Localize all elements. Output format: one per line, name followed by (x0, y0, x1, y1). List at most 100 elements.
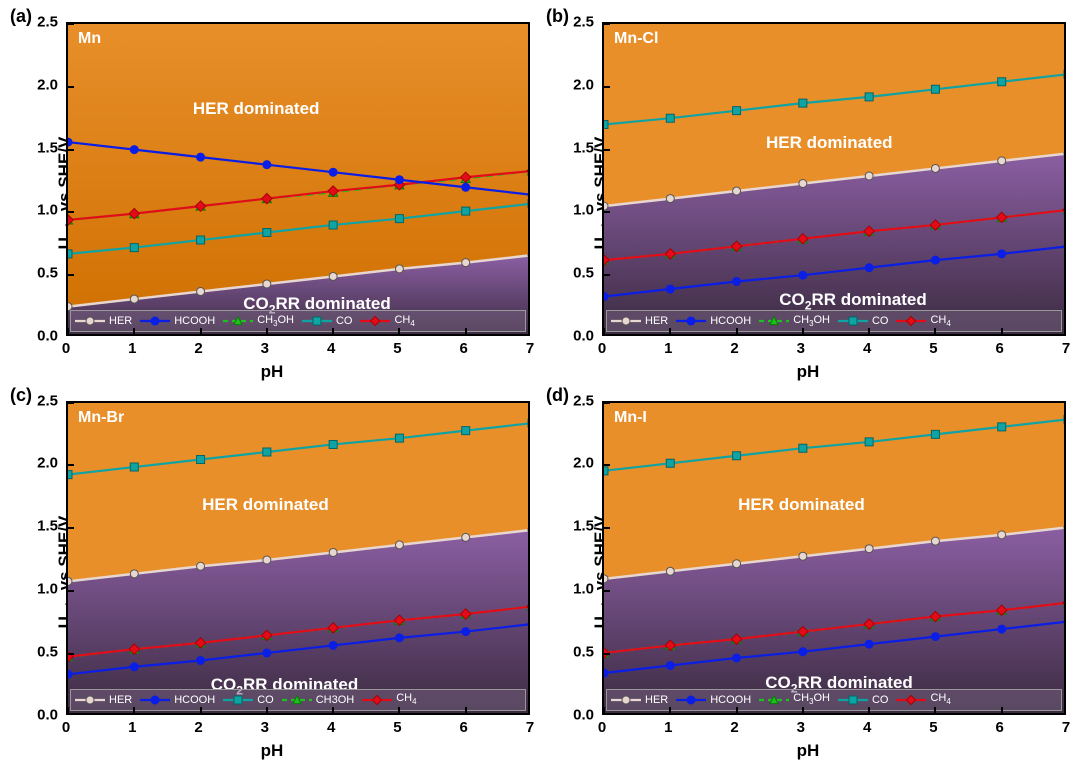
material-label: Mn (78, 30, 101, 48)
legend-label-CH3OH: CH3OH (793, 314, 830, 328)
legend-label-HCOOH: HCOOH (710, 315, 751, 327)
series-marker-CO (462, 426, 470, 434)
xtick-label: 4 (863, 340, 871, 357)
series-marker-HCOOH (197, 656, 205, 664)
xtick-mark (934, 328, 936, 334)
series-marker-CO (329, 221, 337, 229)
xticks: 01234567 (602, 717, 1066, 761)
xtick-label: 4 (327, 719, 335, 736)
series-marker-HCOOH (604, 669, 608, 677)
series-marker-HCOOH (733, 653, 741, 661)
ytick-label: 2.5 (573, 14, 594, 31)
xtick-mark (200, 707, 202, 713)
legend-item-HER: HER (611, 314, 668, 328)
series-marker-HCOOH (604, 293, 608, 301)
xtick-label: 7 (1062, 719, 1070, 736)
xtick-label: 0 (62, 719, 70, 736)
material-label: Mn-Cl (614, 30, 658, 48)
series-marker-HCOOH (395, 633, 403, 641)
series-marker-HCOOH (329, 168, 337, 176)
legend-item-CH3OH: CH3OH (759, 314, 830, 328)
ytick-mark (68, 653, 74, 655)
xtick-label: 6 (460, 340, 468, 357)
series-marker-CO (68, 250, 72, 258)
ytick-label: 2.5 (573, 392, 594, 409)
xtick-label: 1 (664, 719, 672, 736)
yticks: 0.00.51.01.52.02.5 (4, 22, 64, 336)
ytick-label: 1.5 (573, 139, 594, 156)
series-marker-CO (197, 455, 205, 463)
ytick-mark (68, 274, 74, 276)
series-marker-CO (130, 244, 138, 252)
ytick-label: 2.5 (37, 14, 58, 31)
ytick-label: 2.0 (573, 76, 594, 93)
legend-label-HCOOH: HCOOH (710, 694, 751, 706)
xtick-label: 5 (393, 719, 401, 736)
ytick-label: 1.0 (37, 580, 58, 597)
series-marker-HCOOH (998, 250, 1006, 258)
series-marker-CO (998, 78, 1006, 86)
ytick-label: 0.0 (37, 706, 58, 723)
series-marker-CO (462, 207, 470, 215)
series-marker-HER (865, 544, 873, 552)
ytick-mark (68, 149, 74, 151)
series-marker-HER (865, 172, 873, 180)
series-marker-CO (931, 430, 939, 438)
ytick-mark (604, 23, 610, 25)
series-marker-HCOOH (462, 183, 470, 191)
ytick-mark (68, 23, 74, 25)
legend: HERHCOOHCH3OHCOCH4 (606, 689, 1062, 711)
xtick-label: 1 (664, 340, 672, 357)
xticks: 01234567 (66, 717, 530, 761)
legend-label-HCOOH: HCOOH (174, 694, 215, 706)
series-marker-HER (329, 272, 337, 280)
series-layer (68, 24, 530, 336)
series-marker-CO (733, 107, 741, 115)
xtick-label: 1 (128, 719, 136, 736)
panel-label-b: (b) (546, 6, 569, 27)
legend-item-CO: CO (302, 314, 353, 328)
panel-label-d: (d) (546, 385, 569, 406)
legend: HERHCOOHCOCH3OHCH4 (70, 689, 526, 711)
series-marker-HCOOH (799, 271, 807, 279)
legend-item-CH4: CH4 (360, 314, 414, 328)
series-marker-CO (865, 93, 873, 101)
series-marker-CO (604, 466, 608, 474)
plot-area-a: MnHER dominatedCO2RR dominatedHERHCOOHCH… (66, 22, 530, 336)
ytick-mark (604, 653, 610, 655)
series-marker-HCOOH (528, 620, 530, 628)
legend-item-CH3OH: CH3OH (223, 314, 294, 328)
xtick-label: 3 (261, 719, 269, 736)
ytick-label: 1.5 (573, 518, 594, 535)
ytick-mark (604, 274, 610, 276)
ytick-mark (604, 527, 610, 529)
plot-area-d: Mn-IHER dominatedCO2RR dominatedHERHCOOH… (602, 401, 1066, 715)
xtick-mark (266, 328, 268, 334)
xtick-label: 3 (797, 719, 805, 736)
xtick-label: 5 (929, 340, 937, 357)
xtick-label: 5 (929, 719, 937, 736)
ytick-label: 0.5 (37, 265, 58, 282)
series-marker-CO (528, 200, 530, 208)
panel-c: (c)UMin vs SHE/VpHMn-BrHER dominatedCO2R… (4, 383, 540, 761)
series-marker-HER (395, 265, 403, 273)
legend-label-HCOOH: HCOOH (174, 315, 215, 327)
series-marker-CO (666, 114, 674, 122)
xtick-label: 7 (1062, 340, 1070, 357)
series-layer (604, 403, 1066, 715)
legend-label-HER: HER (645, 694, 668, 706)
legend-label-HER: HER (109, 315, 132, 327)
legend-label-CH3OH: CH3OH (257, 314, 294, 328)
series-marker-HER (666, 567, 674, 575)
xtick-mark (802, 328, 804, 334)
series-marker-HER (931, 164, 939, 172)
series-marker-HER (1064, 149, 1066, 157)
ytick-label: 2.5 (37, 392, 58, 409)
series-marker-CO (197, 236, 205, 244)
panel-label-a: (a) (10, 6, 32, 27)
series-marker-HER (197, 288, 205, 296)
legend-label-CH4: CH4 (394, 314, 414, 328)
series-marker-HER (1064, 523, 1066, 531)
ytick-label: 0.5 (37, 643, 58, 660)
legend-item-HER: HER (75, 314, 132, 328)
